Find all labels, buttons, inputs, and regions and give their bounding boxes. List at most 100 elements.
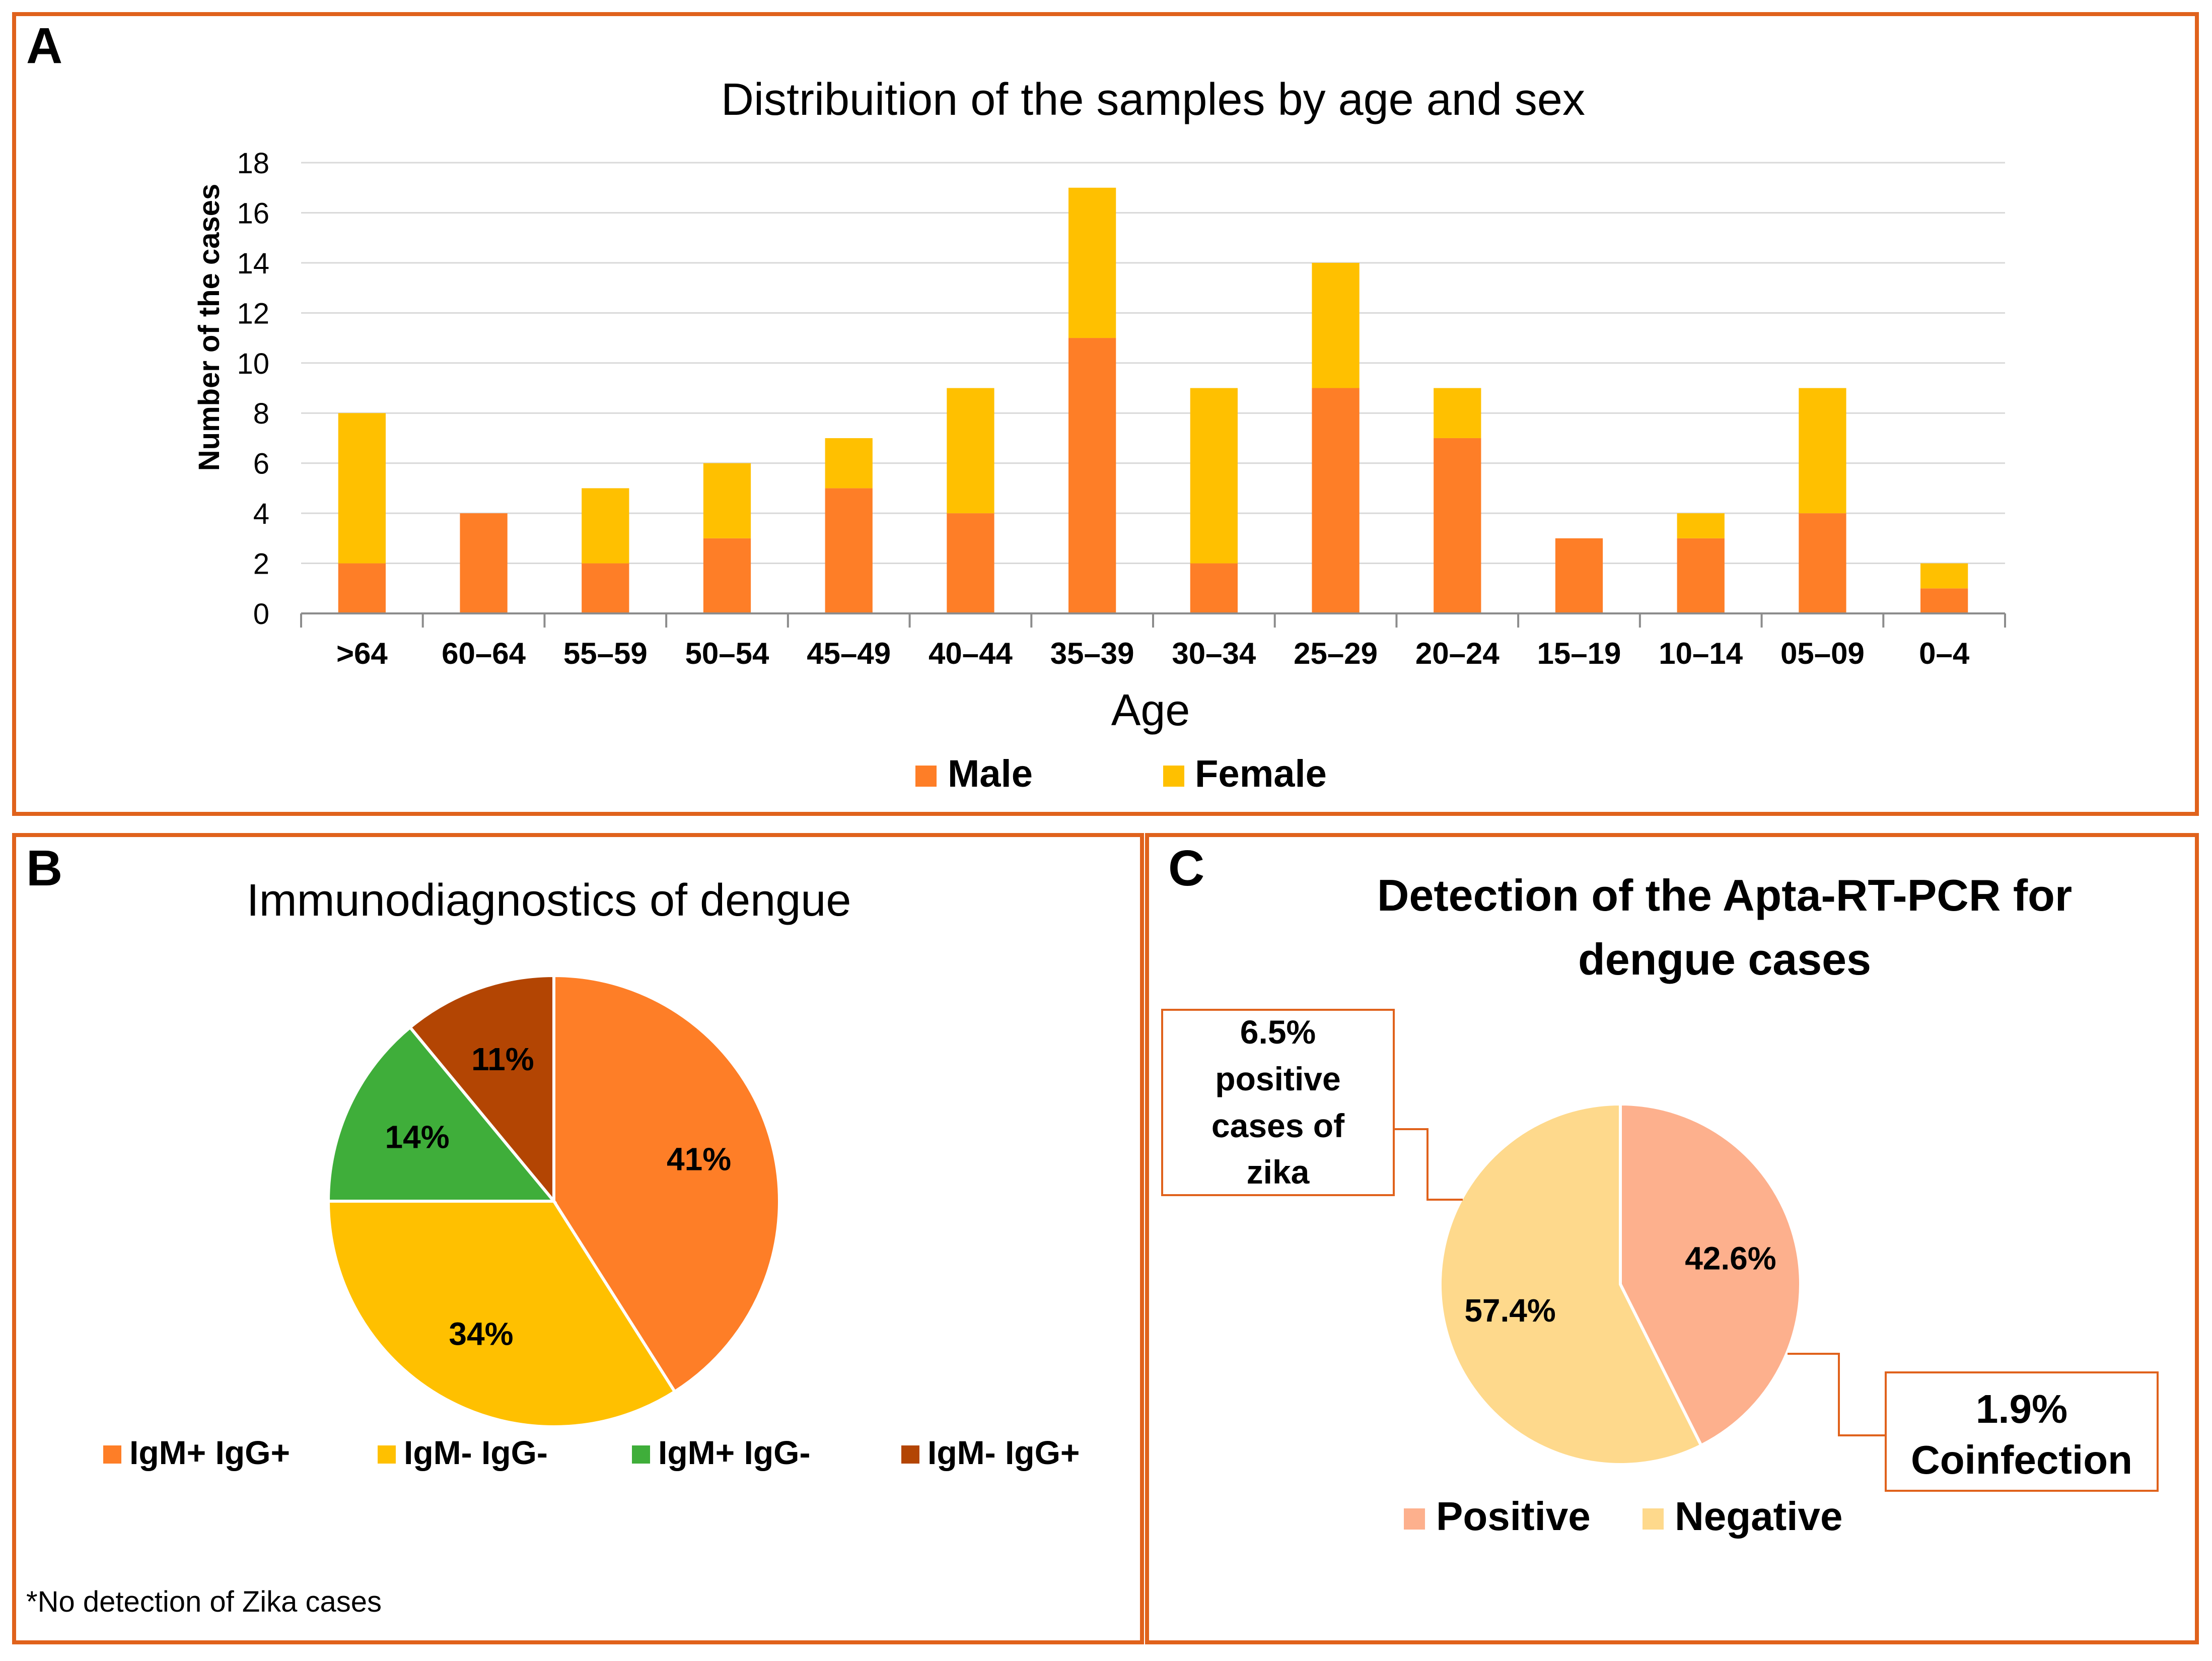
x-axis-label: Age bbox=[1111, 685, 1190, 735]
legend-b-label: IgM- IgG- bbox=[404, 1434, 548, 1471]
chart-a-title: Distribuition of the samples by age and … bbox=[721, 75, 1585, 125]
y-tick-label: 10 bbox=[237, 348, 269, 380]
pie-b-data-label: 14% bbox=[385, 1119, 450, 1155]
legend-negative-swatch bbox=[1643, 1508, 1664, 1530]
y-tick-label: 18 bbox=[237, 147, 269, 180]
zika-callout-line-2: positive bbox=[1215, 1060, 1340, 1097]
pie-c-slice bbox=[1439, 1102, 1703, 1466]
pie-b-slices bbox=[326, 974, 781, 1428]
panel-b-frame bbox=[12, 833, 1144, 1644]
legend-b-label: IgM+ IgG+ bbox=[129, 1434, 290, 1471]
pie-c-slices bbox=[1439, 1102, 1802, 1466]
x-tick-label: 60–64 bbox=[442, 637, 526, 670]
panel-b-letter: B bbox=[26, 840, 62, 896]
legend-positive-swatch bbox=[1404, 1508, 1425, 1530]
bar-female bbox=[582, 488, 629, 564]
x-tick-label: 20–24 bbox=[1415, 637, 1500, 670]
legend-negative-label: Negative bbox=[1675, 1494, 1842, 1539]
pie-b-slice bbox=[408, 974, 555, 1206]
y-tick-label: 12 bbox=[237, 297, 269, 330]
x-tick-label: 50–54 bbox=[685, 637, 769, 670]
bar-female bbox=[703, 463, 751, 538]
legend-b-label: IgM+ IgG- bbox=[658, 1434, 810, 1471]
bar-male bbox=[1799, 513, 1846, 613]
legend-male-label: Male bbox=[948, 752, 1033, 795]
bar-male bbox=[1555, 538, 1603, 613]
legend-b-label: IgM- IgG+ bbox=[927, 1434, 1080, 1471]
pie-chart-c: Detection of the Apta-RT-PCR for dengue … bbox=[1161, 870, 2159, 1539]
pie-b-data-label: 41% bbox=[667, 1141, 731, 1178]
x-tick-label: 40–44 bbox=[929, 637, 1013, 670]
bar-male bbox=[1068, 338, 1116, 613]
y-tick-label: 2 bbox=[253, 548, 269, 581]
zika-callout-line-1: 6.5% bbox=[1240, 1013, 1316, 1051]
legend-b-swatch bbox=[103, 1445, 121, 1464]
y-axis-label: Number of the cases bbox=[193, 184, 226, 471]
x-tick-label: 25–29 bbox=[1294, 637, 1378, 670]
x-tick-label: 45–49 bbox=[807, 637, 891, 670]
legend-b-swatch bbox=[632, 1445, 650, 1464]
zika-callout-line-4: zika bbox=[1247, 1153, 1310, 1191]
bar-male bbox=[1190, 563, 1238, 613]
bar-female bbox=[947, 388, 994, 514]
x-tick-label: 10–14 bbox=[1659, 637, 1743, 670]
pie-c-slice bbox=[1619, 1102, 1802, 1448]
coinfection-callout-line-2: Coinfection bbox=[1911, 1437, 2132, 1482]
bar-male bbox=[1920, 588, 1968, 613]
pie-c-data-label: 42.6% bbox=[1685, 1240, 1776, 1277]
coinfection-callout-line-1: 1.9% bbox=[1976, 1387, 2067, 1431]
y-tick-label: 14 bbox=[237, 247, 269, 280]
footnote: *No detection of Zika cases bbox=[26, 1585, 382, 1618]
x-tick-labels: >64 60–64 55–59 50–54 45–49 40–44 35–39 30–34 25… bbox=[336, 637, 1970, 670]
panel-c-letter: C bbox=[1168, 840, 1204, 896]
coinfection-callout-leader bbox=[1788, 1353, 1886, 1436]
bar-female bbox=[1312, 262, 1360, 388]
axes bbox=[300, 612, 2006, 628]
bar-female bbox=[1190, 388, 1238, 564]
legend-positive-label: Positive bbox=[1436, 1494, 1591, 1539]
zika-callout-leader bbox=[1395, 1128, 1463, 1201]
x-tick-label: 30–34 bbox=[1172, 637, 1256, 670]
bar-female bbox=[1920, 563, 1968, 589]
x-tick-label: 0–4 bbox=[1919, 637, 1970, 670]
bars bbox=[338, 187, 1968, 613]
legend-c: Positive Negative bbox=[1404, 1494, 1842, 1539]
panel-a-letter: A bbox=[26, 18, 62, 74]
legend-b-swatch bbox=[901, 1445, 919, 1464]
bar-chart: Distribuition of the samples by age and … bbox=[193, 75, 2006, 795]
legend-female-label: Female bbox=[1195, 752, 1327, 795]
pie-chart-b: Immunodiagnostics of dengue 41% 34% 14% 11%… bbox=[26, 875, 1080, 1618]
pie-b-slice bbox=[326, 1200, 677, 1428]
bar-female bbox=[825, 438, 873, 489]
legend-b: IgM+ IgG+ IgM- IgG- IgM+ IgG- IgM- IgG+ bbox=[103, 1434, 1080, 1471]
coinfection-callout-box bbox=[1885, 1371, 2159, 1492]
grid-lines bbox=[301, 162, 2005, 565]
pie-c-data-label: 57.4% bbox=[1464, 1292, 1555, 1329]
bar-male bbox=[1312, 388, 1360, 613]
zika-callout-line-3: cases of bbox=[1211, 1107, 1345, 1144]
bar-female bbox=[1677, 513, 1725, 538]
pie-b-data-label: 34% bbox=[449, 1316, 513, 1352]
x-tick-label: >64 bbox=[336, 637, 388, 670]
x-tick-label: 15–19 bbox=[1537, 637, 1621, 670]
pie-b-data-labels: 41% 34% 14% 11% bbox=[385, 1041, 732, 1352]
chart-b-title: Immunodiagnostics of dengue bbox=[247, 875, 851, 926]
chart-c-title-line-1: Detection of the Apta-RT-PCR for bbox=[1377, 870, 2072, 920]
y-tick-label: 8 bbox=[253, 397, 269, 430]
pie-c-data-labels: 42.6% 57.4% bbox=[1464, 1240, 1776, 1329]
x-tick-label: 55–59 bbox=[563, 637, 648, 670]
x-tick-label: 35–39 bbox=[1050, 637, 1134, 670]
y-tick-label: 4 bbox=[253, 498, 269, 530]
y-tick-label: 6 bbox=[253, 448, 269, 480]
bar-female bbox=[1434, 388, 1481, 438]
bar-male bbox=[1434, 438, 1481, 613]
pie-b-data-label: 11% bbox=[471, 1041, 534, 1077]
bar-male bbox=[582, 563, 629, 613]
y-tick-label: 0 bbox=[253, 598, 269, 631]
bar-male bbox=[460, 513, 508, 613]
y-tick-labels: 0 2 4 6 8 10 12 14 16 18 bbox=[237, 147, 269, 631]
bar-male bbox=[703, 538, 751, 613]
legend-female-swatch bbox=[1163, 766, 1184, 787]
bar-male bbox=[825, 488, 873, 613]
